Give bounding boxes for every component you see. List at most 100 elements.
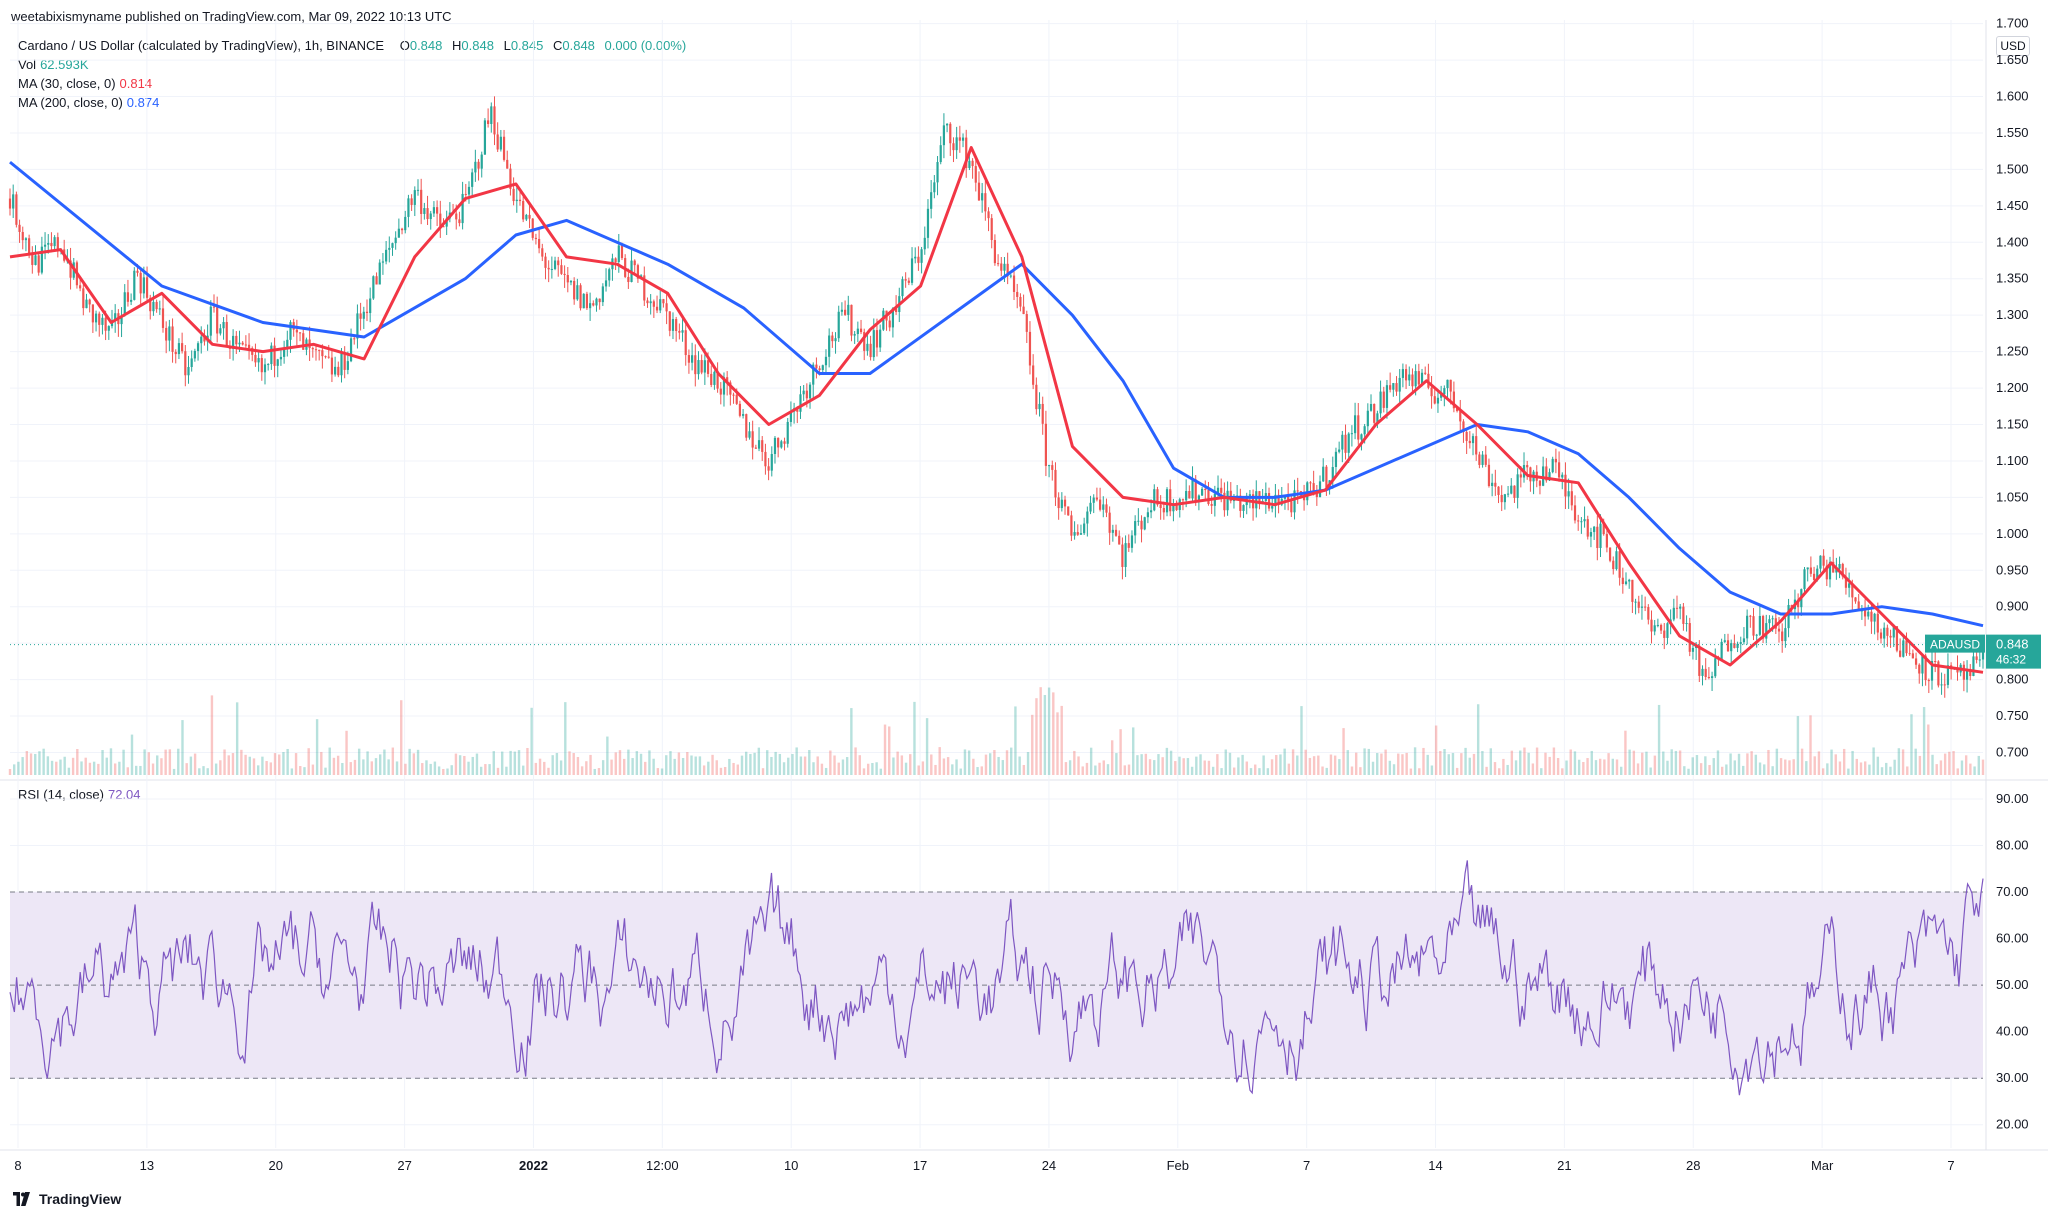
candle-body <box>748 431 751 438</box>
volume-bar <box>1262 755 1265 775</box>
volume-bar <box>206 768 209 775</box>
volume-bar <box>1371 761 1375 775</box>
candle-body <box>942 125 946 146</box>
candle-body <box>1908 653 1911 655</box>
volume-bar <box>261 756 264 775</box>
candle-body <box>318 349 321 351</box>
candle-body <box>1494 482 1497 487</box>
volume-bar <box>240 749 243 775</box>
candle-body <box>126 292 130 302</box>
volume-bar <box>766 750 769 775</box>
candle-body <box>200 336 203 344</box>
candle-body <box>1647 607 1650 620</box>
volume-bar <box>1800 748 1804 775</box>
volume-bar <box>635 751 639 775</box>
ohlc-values: O0.848 H0.848 L0.845 C0.848 0.000 (0.00%… <box>400 38 687 53</box>
candle-body <box>812 364 815 385</box>
candle-body <box>410 198 413 205</box>
candle-body <box>1140 520 1143 530</box>
volume-bar <box>1716 750 1720 775</box>
volume-bar <box>1207 760 1211 775</box>
volume-bar <box>1586 758 1589 775</box>
candle-body <box>802 390 805 395</box>
candle-body <box>1452 391 1455 409</box>
candle-body <box>1506 493 1510 495</box>
volume-bar <box>147 752 151 775</box>
volume-bar <box>1056 712 1059 775</box>
volume-bar <box>921 761 925 775</box>
volume-bar <box>955 759 958 775</box>
volume-bar <box>1039 687 1042 775</box>
candle-body <box>1016 291 1019 297</box>
candle-body <box>1577 520 1580 522</box>
candle-body <box>1373 403 1376 423</box>
candle-body <box>1624 581 1628 584</box>
rsi-legend[interactable]: RSI (14, close) 72.04 <box>18 787 141 802</box>
candle-body <box>726 377 729 383</box>
ma30-legend[interactable]: MA (30, close, 0) 0.814 <box>18 76 152 91</box>
volume-legend[interactable]: Vol 62.593K <box>18 57 89 72</box>
volume-bar <box>248 756 251 775</box>
volume-bar <box>1321 766 1324 775</box>
volume-bar <box>1405 752 1408 775</box>
volume-bar <box>1397 753 1400 775</box>
volume-bar <box>829 750 832 775</box>
candle-body <box>1006 263 1009 277</box>
volume-bar <box>820 763 824 775</box>
volume-bar <box>1809 715 1812 775</box>
candle-body <box>499 136 502 150</box>
time-tick-label: 12:00 <box>646 1158 679 1173</box>
candle-body <box>1296 490 1299 492</box>
time-tick-label: 17 <box>913 1158 927 1173</box>
candle-body <box>1742 638 1746 643</box>
tradingview-footer[interactable]: TradingView <box>11 1191 121 1207</box>
volume-bar <box>1068 760 1072 775</box>
candle-body <box>1191 479 1194 499</box>
volume-bar <box>1964 755 1968 775</box>
ma200-legend[interactable]: MA (200, close, 0) 0.874 <box>18 95 159 110</box>
candle-body <box>1812 573 1816 581</box>
volume-bar <box>164 749 167 775</box>
candle-body <box>1478 454 1481 465</box>
candle-body <box>69 260 72 278</box>
candle-body <box>1892 626 1895 638</box>
volume-bar <box>34 753 37 775</box>
candle-body <box>1449 379 1452 392</box>
candle-body <box>327 356 330 358</box>
candle-body <box>1730 643 1733 652</box>
candle-body <box>1022 306 1025 315</box>
candle-body <box>706 360 710 374</box>
volume-bar <box>854 747 857 775</box>
volume-bar <box>1519 750 1522 775</box>
candle-body <box>993 240 997 264</box>
volume-bar <box>450 765 453 775</box>
candle-body <box>1248 494 1251 496</box>
candle-body <box>1930 661 1934 681</box>
volume-bar <box>1737 753 1741 775</box>
candle-body <box>1334 451 1338 468</box>
candle-body <box>910 258 914 283</box>
candle-body <box>8 198 12 209</box>
volume-bar <box>1598 758 1602 775</box>
candle-body <box>872 330 875 358</box>
currency-button[interactable]: USD <box>1996 36 2030 56</box>
candle-body <box>1159 504 1162 508</box>
candle-body <box>1395 383 1398 392</box>
candle-body <box>1500 495 1503 503</box>
candle-body <box>53 237 56 247</box>
candle-body <box>1465 431 1468 441</box>
candle-body <box>984 193 987 212</box>
symbol-legend[interactable]: Cardano / US Dollar (calculated by Tradi… <box>18 38 686 53</box>
candle-body <box>413 190 416 205</box>
candle-body <box>1848 583 1851 588</box>
rsi-tick-label: 40.00 <box>1996 1024 2029 1039</box>
volume-bar <box>509 750 512 775</box>
volume-bar <box>1190 766 1194 775</box>
candle-body <box>1978 659 1981 661</box>
volume-bar <box>1073 750 1076 775</box>
volume-bar <box>71 757 75 775</box>
time-tick-label: 14 <box>1428 1158 1442 1173</box>
candle-body <box>681 330 684 333</box>
